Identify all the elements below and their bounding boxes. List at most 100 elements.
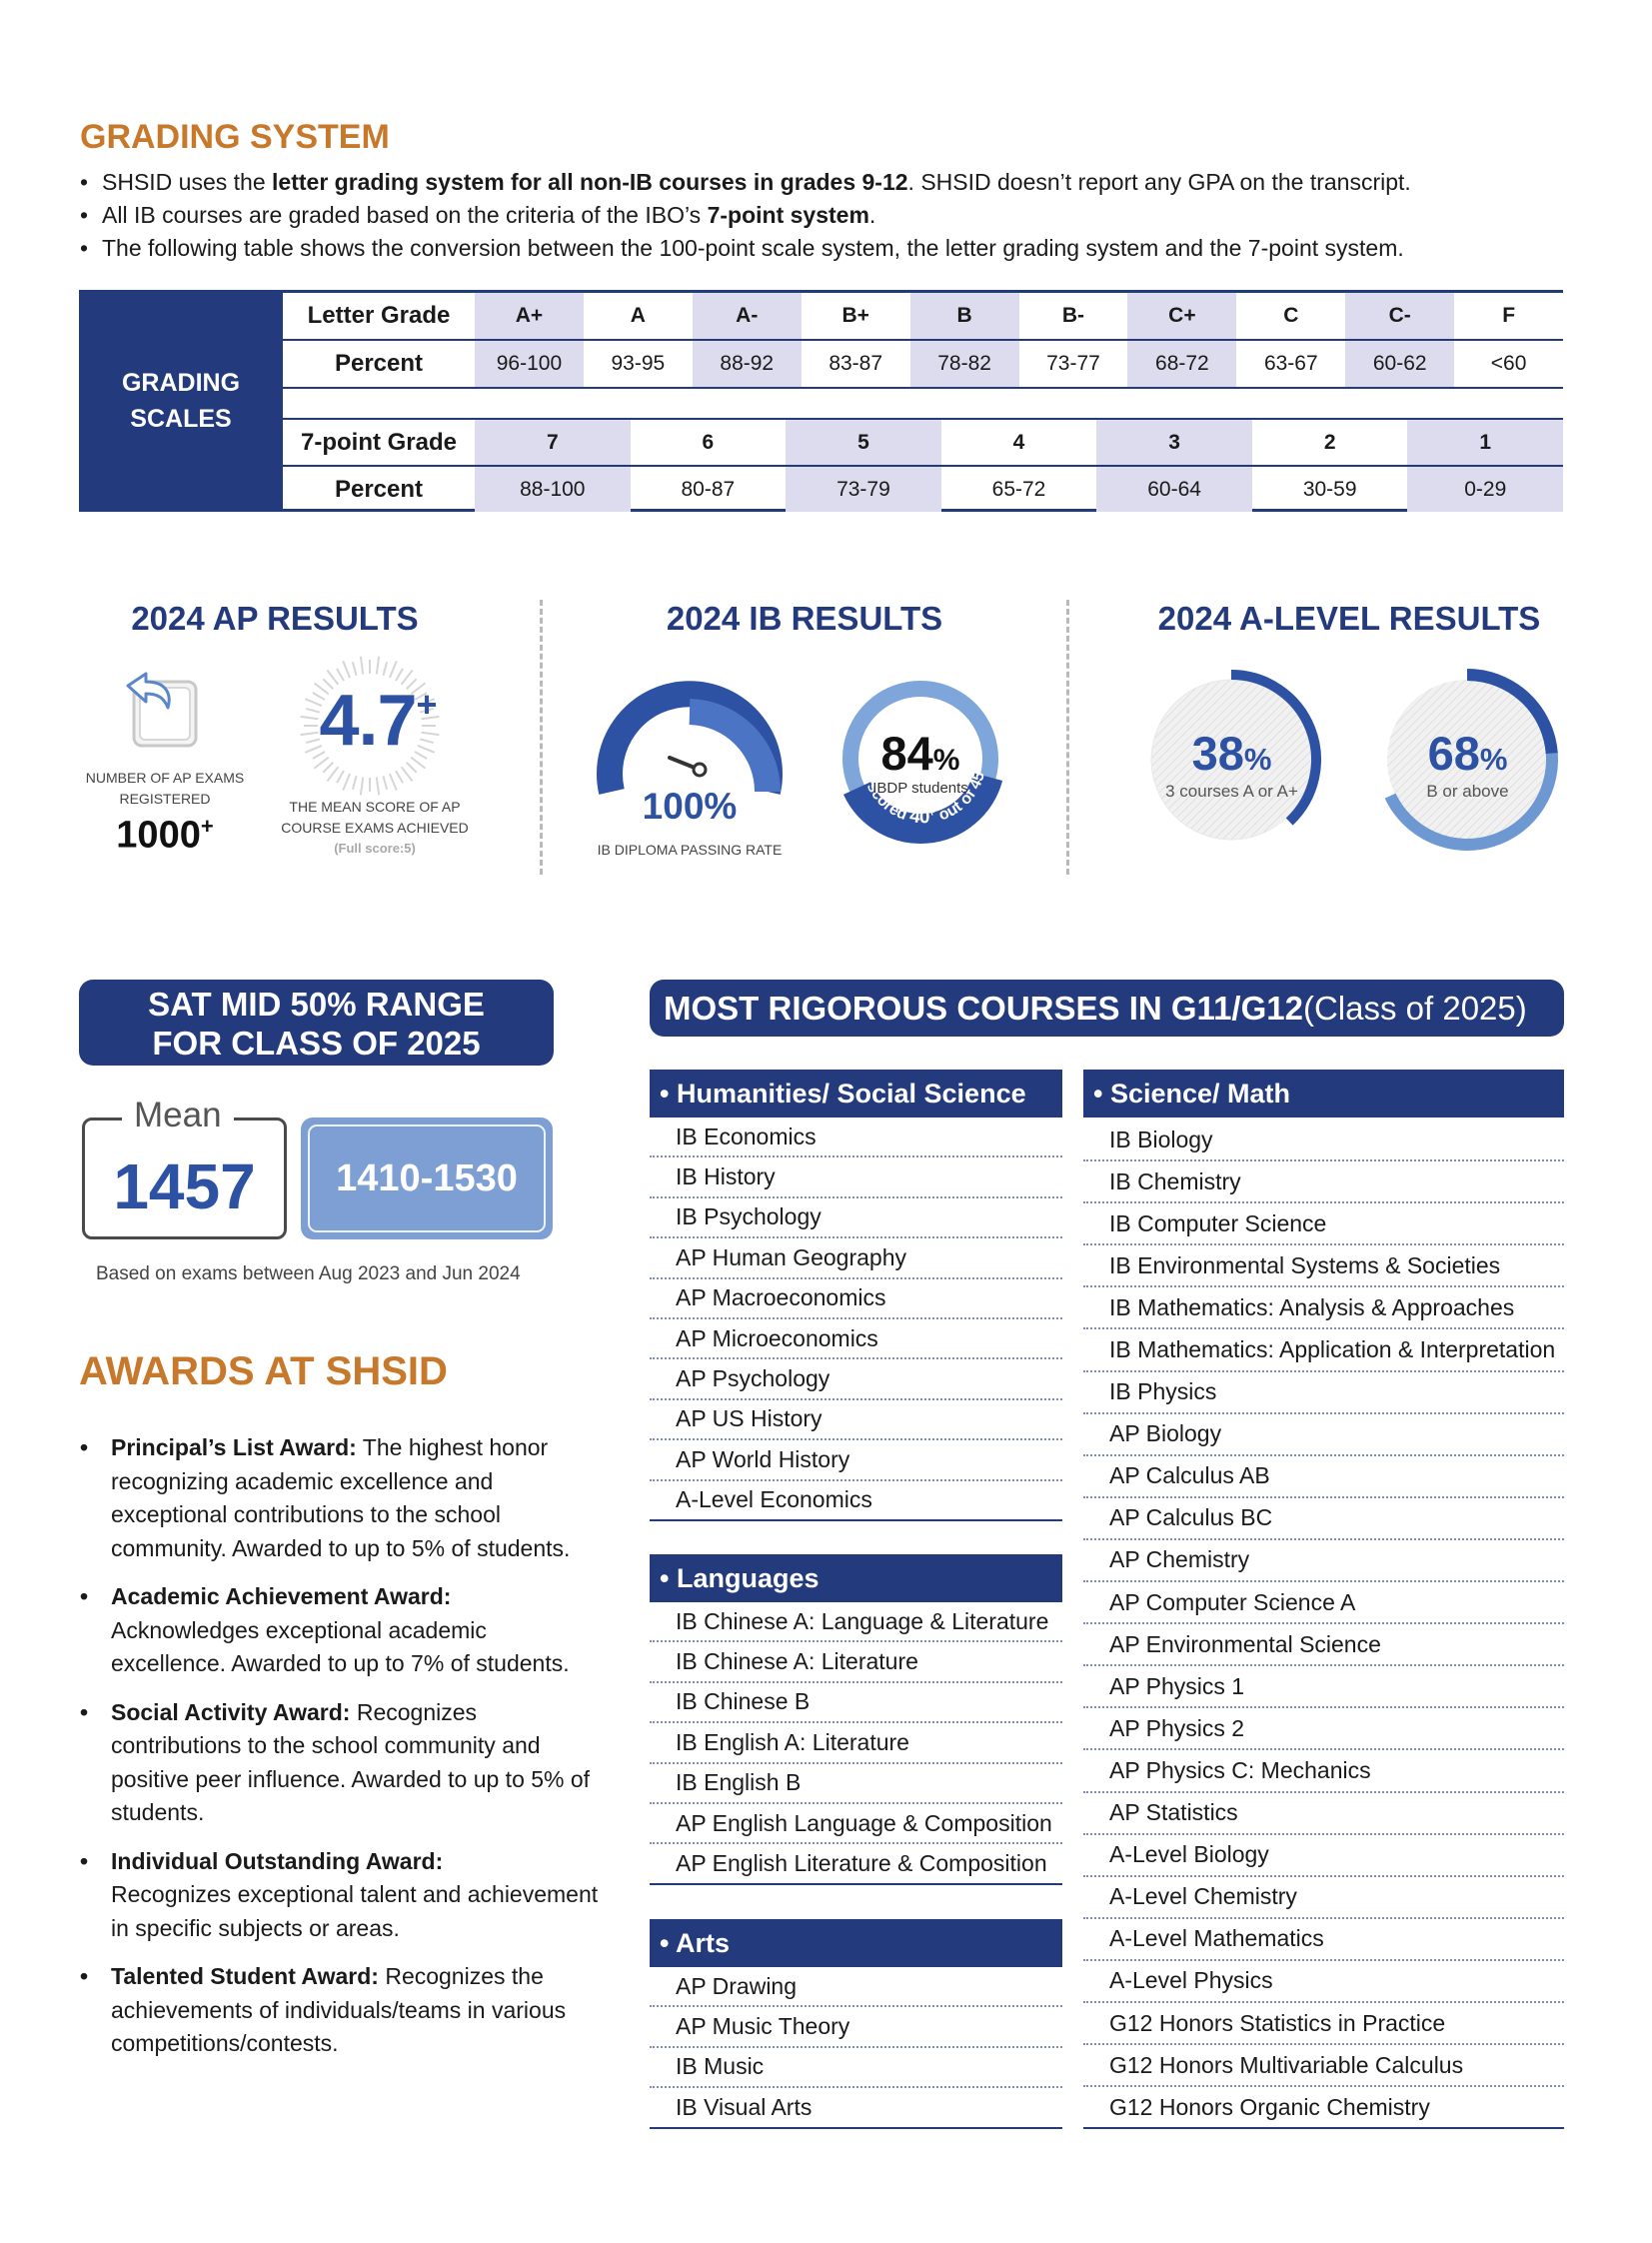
burst-ray (304, 698, 323, 708)
course-item: IB History (650, 1157, 1062, 1198)
grade-cell: 83-87 (828, 352, 883, 375)
sat-mean-value: 1457 (113, 1150, 256, 1222)
burst-ray (388, 660, 398, 679)
donut-track (1151, 680, 1311, 840)
banner-line: FOR CLASS OF 2025 (152, 1025, 481, 1062)
course-item: A-Level Chemistry (1083, 1877, 1564, 1919)
award-name: Social Activity Award: (111, 1698, 351, 1725)
grade-cell: 0-29 (1407, 467, 1564, 512)
course-item: AP Microeconomics (650, 1319, 1062, 1360)
side-label-line: SCALES (130, 405, 232, 433)
grade-cell: A+ (475, 293, 584, 339)
course-item: AP Biology (1083, 1414, 1564, 1456)
award-desc: The highest honor recognizing academic e… (111, 1434, 571, 1561)
point-cells: 7 6 5 4 3 2 1 (475, 420, 1564, 465)
burst-ray (305, 707, 321, 714)
donut-arc-dark (842, 772, 1003, 844)
category-languages: • Languages (650, 1554, 1062, 1602)
grade-cell: 73-77 (1046, 352, 1100, 375)
burst-ray (406, 678, 418, 690)
grade-cell: C (1283, 304, 1299, 327)
grade-cell: 73-79 (786, 467, 941, 512)
section-divider (1066, 600, 1069, 875)
grade-cell: 60-64 (1096, 467, 1252, 512)
burst-ray (304, 744, 323, 754)
grading-bullets: SHSID uses the letter grading system for… (80, 166, 1599, 265)
grade-cell: 78-82 (909, 341, 1019, 387)
letter-percent-row: Percent 96-100 93-95 88-92 83-87 78-82 73-77 6… (283, 341, 1563, 387)
alevel-results-title: 2024 A-LEVEL RESULTS (1157, 600, 1541, 637)
course-item: AP Environmental Science (1083, 1624, 1564, 1667)
donut-arc-dark (1466, 669, 1558, 755)
ib-pass-value: 100% (642, 786, 738, 827)
alevel-value-2: 68% (1375, 726, 1560, 781)
section-divider (540, 600, 543, 875)
value-text: 84 (880, 727, 933, 780)
grade-cell: 7 (475, 420, 631, 465)
burst-ray (313, 682, 330, 696)
banner-rest: (Class of 2025) (1302, 989, 1527, 1027)
burst-ray (375, 656, 381, 675)
award-name: Individual Outstanding Award: (111, 1847, 444, 1874)
grade-cell: 68-72 (1127, 341, 1237, 387)
alevel-label-1: 3 courses A or A+ (1165, 782, 1298, 801)
alevel-donut-1 (1150, 670, 1321, 841)
side-label-line: GRADING (121, 369, 241, 397)
course-item: AP World History (650, 1440, 1062, 1481)
gauge-pivot (692, 762, 708, 778)
course-item: AP Chemistry (1083, 1540, 1564, 1583)
burst-ray (375, 777, 381, 796)
ap-mean-note: (Full score:5) (334, 841, 416, 856)
grade-cell: 3 (1096, 420, 1252, 465)
label-line: THE MEAN SCORE OF AP (289, 799, 461, 815)
course-item: A-Level Mathematics (1083, 1919, 1564, 1961)
burst-ray (300, 731, 319, 737)
awards-list: Principal’s List Award: The highest hono… (80, 1431, 600, 2076)
alevel-label-2: B or above (1426, 782, 1509, 801)
category-arts: • Arts (650, 1919, 1062, 1967)
course-item: IB Music (650, 2048, 1062, 2089)
course-item: AP Statistics (1083, 1793, 1564, 1835)
grade-cell: A (630, 304, 646, 327)
burst-ray (395, 770, 404, 784)
course-item: AP Physics 1 (1083, 1666, 1564, 1709)
burst-ray (313, 756, 330, 770)
grade-cell: B- (1061, 304, 1085, 327)
burst-ray (312, 751, 326, 760)
burst-ray (312, 692, 326, 701)
bullet-text: SHSID uses the (102, 169, 273, 195)
course-item: G12 Honors Organic Chemistry (1083, 2087, 1564, 2130)
award-item: Individual Outstanding Award: Recognizes… (80, 1845, 600, 1946)
ap-results-title: 2024 AP RESULTS (131, 600, 419, 637)
course-item: IB Computer Science (1083, 1203, 1564, 1246)
course-item: IB Mathematics: Analysis & Approaches (1083, 1287, 1564, 1330)
ap-mean-label: THE MEAN SCORE OF AP COURSE EXAMS ACHIEVE… (265, 797, 485, 839)
award-item: Principal’s List Award: The highest hono… (80, 1431, 600, 1565)
label-line: REGISTERED (119, 791, 211, 807)
value-sup: + (200, 814, 214, 839)
burst-ray (388, 773, 398, 792)
value-text: 4.7 (319, 681, 417, 761)
value-pct: % (1479, 742, 1508, 777)
row-divider (283, 465, 1563, 467)
grade-cell: 60-62 (1345, 341, 1455, 387)
award-desc: Recognizes the achievements of individua… (111, 1963, 567, 2056)
ap-exams-label: NUMBER OF AP EXAMS REGISTERED (70, 768, 260, 810)
row-divider (283, 418, 1563, 420)
burst-ray (421, 731, 440, 737)
award-item: Talented Student Award: Recognizes the a… (80, 1960, 600, 2061)
grading-system-title: GRADING SYSTEM (80, 118, 390, 156)
burst-ray (382, 775, 389, 791)
value-text: 1000 (116, 814, 201, 857)
value-sup: + (416, 684, 438, 725)
arc-text-bold: 40 (908, 806, 930, 828)
course-item: AP English Language & Composition (650, 1804, 1062, 1845)
course-item: IB Biology (1083, 1120, 1564, 1162)
award-name: Academic Achievement Award: (111, 1583, 452, 1609)
row-divider (283, 387, 1563, 389)
grade-cell: 96-100 (475, 341, 584, 387)
grade-cell: 65-72 (991, 477, 1046, 501)
burst-ray (351, 661, 358, 677)
burst-ray (300, 715, 319, 721)
grade-cell: 6 (702, 430, 715, 454)
